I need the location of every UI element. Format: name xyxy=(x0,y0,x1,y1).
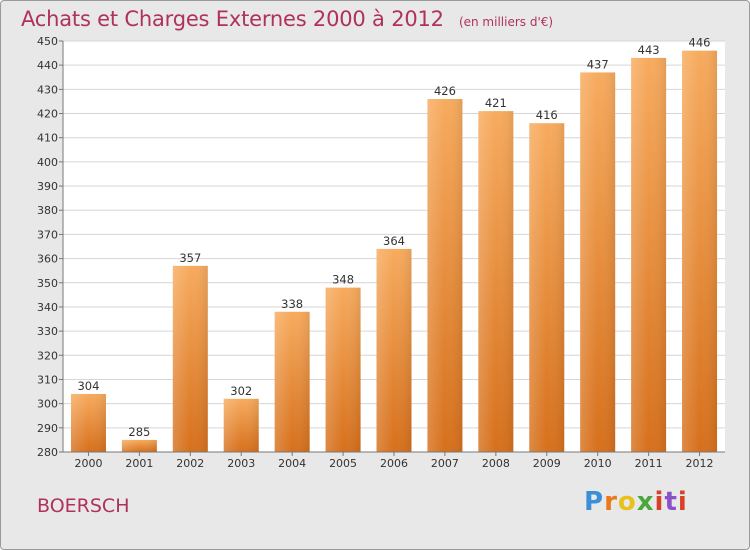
x-tick-label-2003: 2003 xyxy=(227,457,255,470)
data-label-2010: 437 xyxy=(587,57,609,71)
data-label-2001: 285 xyxy=(128,425,150,439)
data-label-2000: 304 xyxy=(77,379,99,393)
x-tick-label-2004: 2004 xyxy=(278,457,306,470)
x-tick-label-2011: 2011 xyxy=(635,457,663,470)
y-tick-label: 390 xyxy=(37,180,58,193)
y-tick-label: 400 xyxy=(37,156,58,169)
data-label-2002: 357 xyxy=(179,251,201,265)
bar-shade-2003 xyxy=(223,398,259,452)
x-tick-label-2002: 2002 xyxy=(176,457,204,470)
chart-unit: (en milliers d'€) xyxy=(458,15,554,29)
y-tick-label: 320 xyxy=(37,349,58,362)
x-tick-label-2007: 2007 xyxy=(431,457,459,470)
y-tick-label: 410 xyxy=(37,132,58,145)
y-tick-label: 420 xyxy=(37,108,58,121)
x-tick-label-2005: 2005 xyxy=(329,457,357,470)
bar-shade-2005 xyxy=(325,287,361,452)
bar-shade-2010 xyxy=(580,72,616,452)
chart-title: Achats et Charges Externes 2000 à 2012 xyxy=(21,7,444,31)
y-tick-label: 360 xyxy=(37,253,58,266)
y-tick-label: 440 xyxy=(37,59,58,72)
x-tick-label-2012: 2012 xyxy=(686,457,714,470)
x-axis: 2000 2001 2002 2003 2004 2005 2006 2007 2008 2009… xyxy=(63,451,725,470)
y-tick-label: 300 xyxy=(37,398,58,411)
bar-shade-2004 xyxy=(274,311,310,452)
x-tick-label-2008: 2008 xyxy=(482,457,510,470)
data-label-2005: 348 xyxy=(332,273,354,287)
bar-shade-2006 xyxy=(376,248,412,452)
bar-shade-2002 xyxy=(172,265,208,452)
data-label-2011: 443 xyxy=(638,43,660,57)
y-tick-label: 340 xyxy=(37,301,58,314)
data-label-2003: 302 xyxy=(230,384,252,398)
data-label-2004: 338 xyxy=(281,297,303,311)
bar-shade-2001 xyxy=(121,439,157,452)
y-tick-label: 280 xyxy=(37,446,58,459)
data-labels: 304 285 357 302 338 348 364 426 421 416 437 443 446 xyxy=(77,36,710,439)
bar-shade-2000 xyxy=(70,393,106,452)
bar-shade-2009 xyxy=(529,123,565,452)
data-label-2009: 416 xyxy=(536,108,558,122)
data-label-2006: 364 xyxy=(383,234,405,248)
y-tick-label: 430 xyxy=(37,83,58,96)
y-tick-label: 310 xyxy=(37,373,58,386)
x-tick-label-2010: 2010 xyxy=(584,457,612,470)
y-tick-label: 380 xyxy=(37,204,58,217)
bar-shade-2007 xyxy=(427,99,463,452)
y-tick-label: 350 xyxy=(37,277,58,290)
bar-shade-2008 xyxy=(478,111,514,453)
bars xyxy=(70,50,718,453)
y-tick-label: 290 xyxy=(37,422,58,435)
x-tick-label-2006: 2006 xyxy=(380,457,408,470)
data-label-2012: 446 xyxy=(689,36,711,50)
y-tick-label: 330 xyxy=(37,325,58,338)
x-tick-label-2009: 2009 xyxy=(533,457,561,470)
bar-shade-2012 xyxy=(682,50,718,452)
proxiti-logo: Proxiti xyxy=(584,487,688,517)
y-axis: 280 290 300 310 320 330 340 350 360 370 380 390 400 4… xyxy=(37,35,64,459)
x-tick-label-2001: 2001 xyxy=(125,457,153,470)
y-tick-label: 370 xyxy=(37,228,58,241)
bar-shade-2011 xyxy=(631,57,667,453)
x-tick-label-2000: 2000 xyxy=(74,457,102,470)
data-label-2008: 421 xyxy=(485,96,507,110)
title-row: Achats et Charges Externes 2000 à 2012 (… xyxy=(21,7,553,31)
y-tick-label: 450 xyxy=(37,35,58,48)
data-label-2007: 426 xyxy=(434,84,456,98)
commune-name: BOERSCH xyxy=(37,495,130,517)
